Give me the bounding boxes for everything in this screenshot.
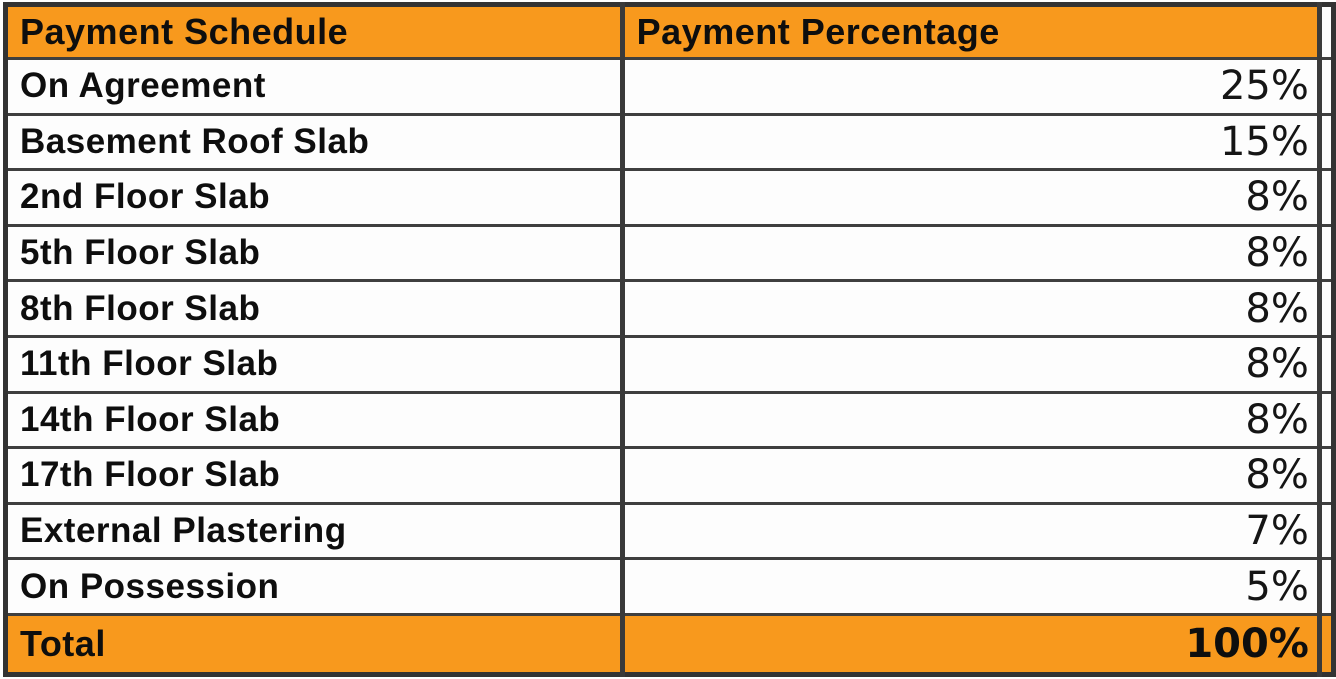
row-label: 2nd Floor Slab [5, 168, 625, 227]
row-label: Basement Roof Slab [5, 112, 625, 172]
row-label: 17th Floor Slab [5, 446, 625, 505]
gutter-cell [1319, 613, 1334, 676]
column-header-payment-schedule: Payment Schedule [5, 3, 625, 60]
gutter-cell [1319, 112, 1334, 172]
gutter-cell [1319, 279, 1334, 338]
row-value: 8% [622, 446, 1322, 505]
table-row: 11th Floor Slab 8% [5, 334, 1334, 394]
gutter-cell [1319, 390, 1334, 450]
row-label: External Plastering [5, 501, 625, 561]
table-row: 14th Floor Slab 8% [5, 390, 1334, 450]
row-value: 8% [622, 390, 1322, 450]
row-value: 7% [622, 501, 1322, 561]
table-row: On Possession 5% [5, 557, 1334, 616]
row-value: 15% [622, 112, 1322, 172]
row-value: 25% [622, 57, 1322, 116]
row-value: 5% [622, 557, 1322, 616]
row-value: 8% [622, 168, 1322, 227]
row-value: 8% [622, 334, 1322, 394]
table-total-row: Total 100% [5, 613, 1334, 676]
column-header-payment-percentage: Payment Percentage [622, 3, 1322, 60]
gutter-cell [1319, 334, 1334, 394]
table-row: Basement Roof Slab 15% [5, 112, 1334, 172]
table-row: 2nd Floor Slab 8% [5, 168, 1334, 227]
row-label: 8th Floor Slab [5, 279, 625, 338]
row-label: On Agreement [5, 57, 625, 116]
gutter-cell [1319, 168, 1334, 227]
row-label: 14th Floor Slab [5, 390, 625, 450]
table-row: 17th Floor Slab 8% [5, 446, 1334, 505]
table-row: External Plastering 7% [5, 501, 1334, 561]
table-row: 8th Floor Slab 8% [5, 279, 1334, 338]
row-label: 5th Floor Slab [5, 223, 625, 283]
table-row: On Agreement 25% [5, 57, 1334, 116]
row-label: 11th Floor Slab [5, 334, 625, 394]
gutter-cell [1319, 557, 1334, 616]
gutter-cell [1319, 501, 1334, 561]
total-label: Total [5, 613, 625, 676]
gutter-cell [1319, 446, 1334, 505]
table-row: 5th Floor Slab 8% [5, 223, 1334, 283]
table: Payment Schedule Payment Percentage On A… [3, 2, 1336, 677]
total-value: 100% [622, 613, 1322, 676]
row-label: On Possession [5, 557, 625, 616]
gutter-cell [1319, 223, 1334, 283]
table-header-row: Payment Schedule Payment Percentage [5, 3, 1334, 60]
gutter-cell [1319, 57, 1334, 116]
row-value: 8% [622, 223, 1322, 283]
gutter-cell [1319, 3, 1334, 60]
row-value: 8% [622, 279, 1322, 338]
